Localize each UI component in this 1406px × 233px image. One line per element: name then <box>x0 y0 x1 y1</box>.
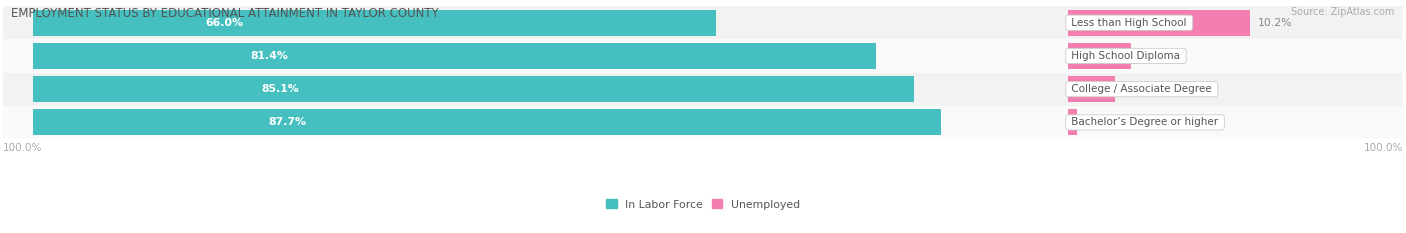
Text: Bachelor’s Degree or higher: Bachelor’s Degree or higher <box>1069 117 1222 127</box>
Bar <box>1069 110 1077 135</box>
Text: 10.2%: 10.2% <box>1257 18 1292 28</box>
Bar <box>3 39 1403 72</box>
Text: 100.0%: 100.0% <box>1364 143 1403 153</box>
Bar <box>3 6 1403 39</box>
Text: College / Associate Degree: College / Associate Degree <box>1069 84 1215 94</box>
Text: Source: ZipAtlas.com: Source: ZipAtlas.com <box>1291 7 1395 17</box>
Text: 81.4%: 81.4% <box>250 51 288 61</box>
Bar <box>34 43 876 69</box>
Bar <box>3 72 1403 106</box>
Bar <box>1069 76 1115 102</box>
Text: 66.0%: 66.0% <box>205 18 243 28</box>
Bar <box>1069 43 1130 69</box>
Text: 100.0%: 100.0% <box>3 143 42 153</box>
Legend: In Labor Force, Unemployed: In Labor Force, Unemployed <box>606 199 800 209</box>
Bar <box>34 110 941 135</box>
Text: 0.5%: 0.5% <box>1085 117 1112 127</box>
Text: Less than High School: Less than High School <box>1069 18 1189 28</box>
Text: 85.1%: 85.1% <box>262 84 298 94</box>
Bar <box>3 106 1403 139</box>
Text: EMPLOYMENT STATUS BY EDUCATIONAL ATTAINMENT IN TAYLOR COUNTY: EMPLOYMENT STATUS BY EDUCATIONAL ATTAINM… <box>11 7 439 20</box>
Text: 87.7%: 87.7% <box>269 117 307 127</box>
Bar <box>1069 10 1250 36</box>
Text: 3.5%: 3.5% <box>1139 51 1166 61</box>
Bar <box>34 76 914 102</box>
Text: High School Diploma: High School Diploma <box>1069 51 1184 61</box>
Bar <box>34 10 717 36</box>
Text: 2.6%: 2.6% <box>1122 84 1150 94</box>
